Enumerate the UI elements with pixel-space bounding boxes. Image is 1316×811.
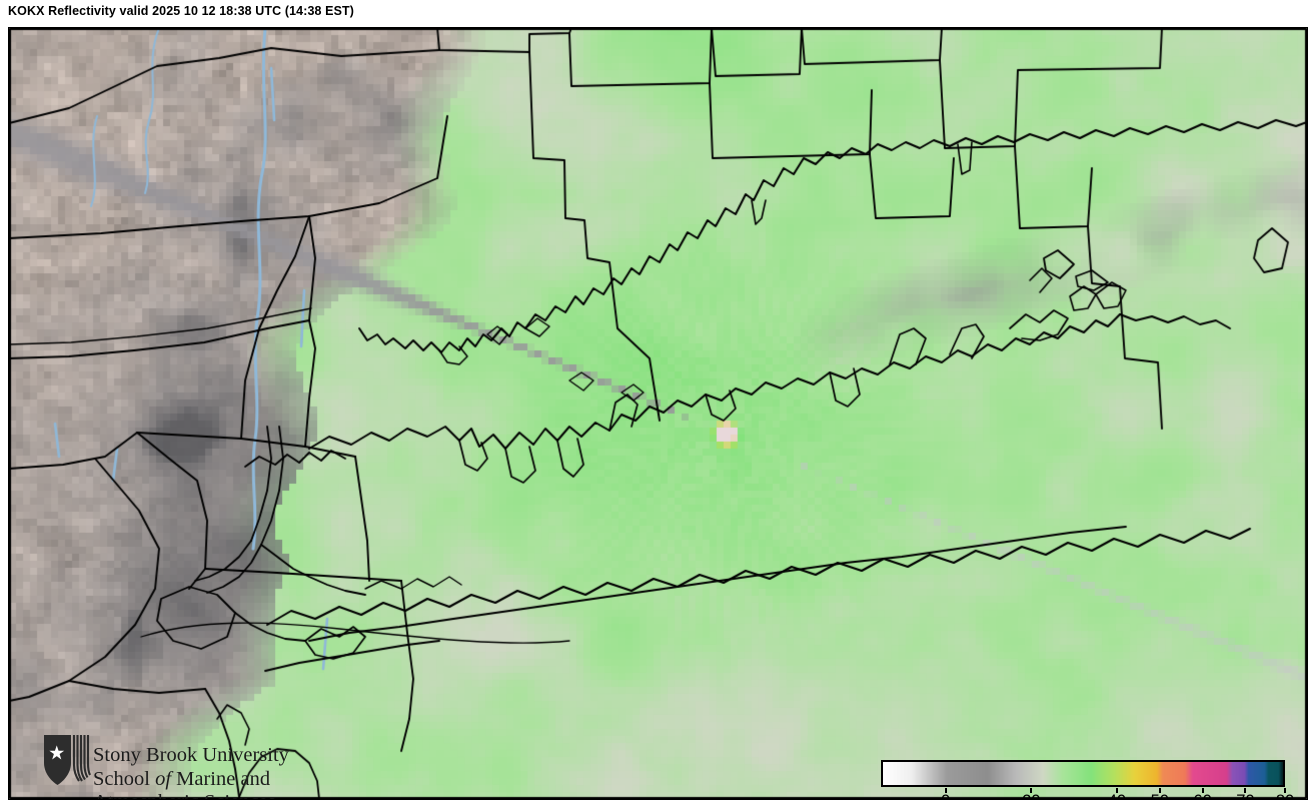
- colorbar-tick-mark: [944, 788, 947, 793]
- colorbar-tick-label: 50: [1151, 792, 1169, 799]
- colorbar-tick-mark: [1158, 788, 1161, 793]
- colorbar-tick-label: 0: [941, 792, 950, 799]
- radar-map-frame[interactable]: Stony Brook University School of Marine …: [8, 27, 1308, 800]
- page-title: KOKX Reflectivity valid 2025 10 12 18:38…: [8, 4, 355, 18]
- colorbar-tick-label: 60: [1193, 792, 1211, 799]
- colorbar-gradient-bar: [881, 760, 1285, 787]
- colorbar-tick-mark: [1115, 788, 1118, 793]
- title-bar: KOKX Reflectivity valid 2025 10 12 18:38…: [0, 0, 1316, 27]
- colorbar-tick-mark: [1284, 788, 1286, 793]
- colorbar-tick-label: 70: [1236, 792, 1254, 799]
- colorbar-gradient: [883, 762, 1283, 785]
- reflectivity-colorbar: 0 20 40 50 60 70 80: [873, 755, 1294, 799]
- radar-reflectivity-map[interactable]: [9, 28, 1307, 799]
- colorbar-tick-mark: [1030, 788, 1033, 793]
- colorbar-tick-axis: 0 20 40 50 60 70 80: [873, 788, 1294, 799]
- colorbar-tick-label: 20: [1022, 792, 1040, 799]
- colorbar-tick-label: 40: [1108, 792, 1126, 799]
- colorbar-tick-mark: [1201, 788, 1204, 793]
- colorbar-tick-label: 80: [1276, 792, 1294, 799]
- colorbar-tick-mark: [1244, 788, 1247, 793]
